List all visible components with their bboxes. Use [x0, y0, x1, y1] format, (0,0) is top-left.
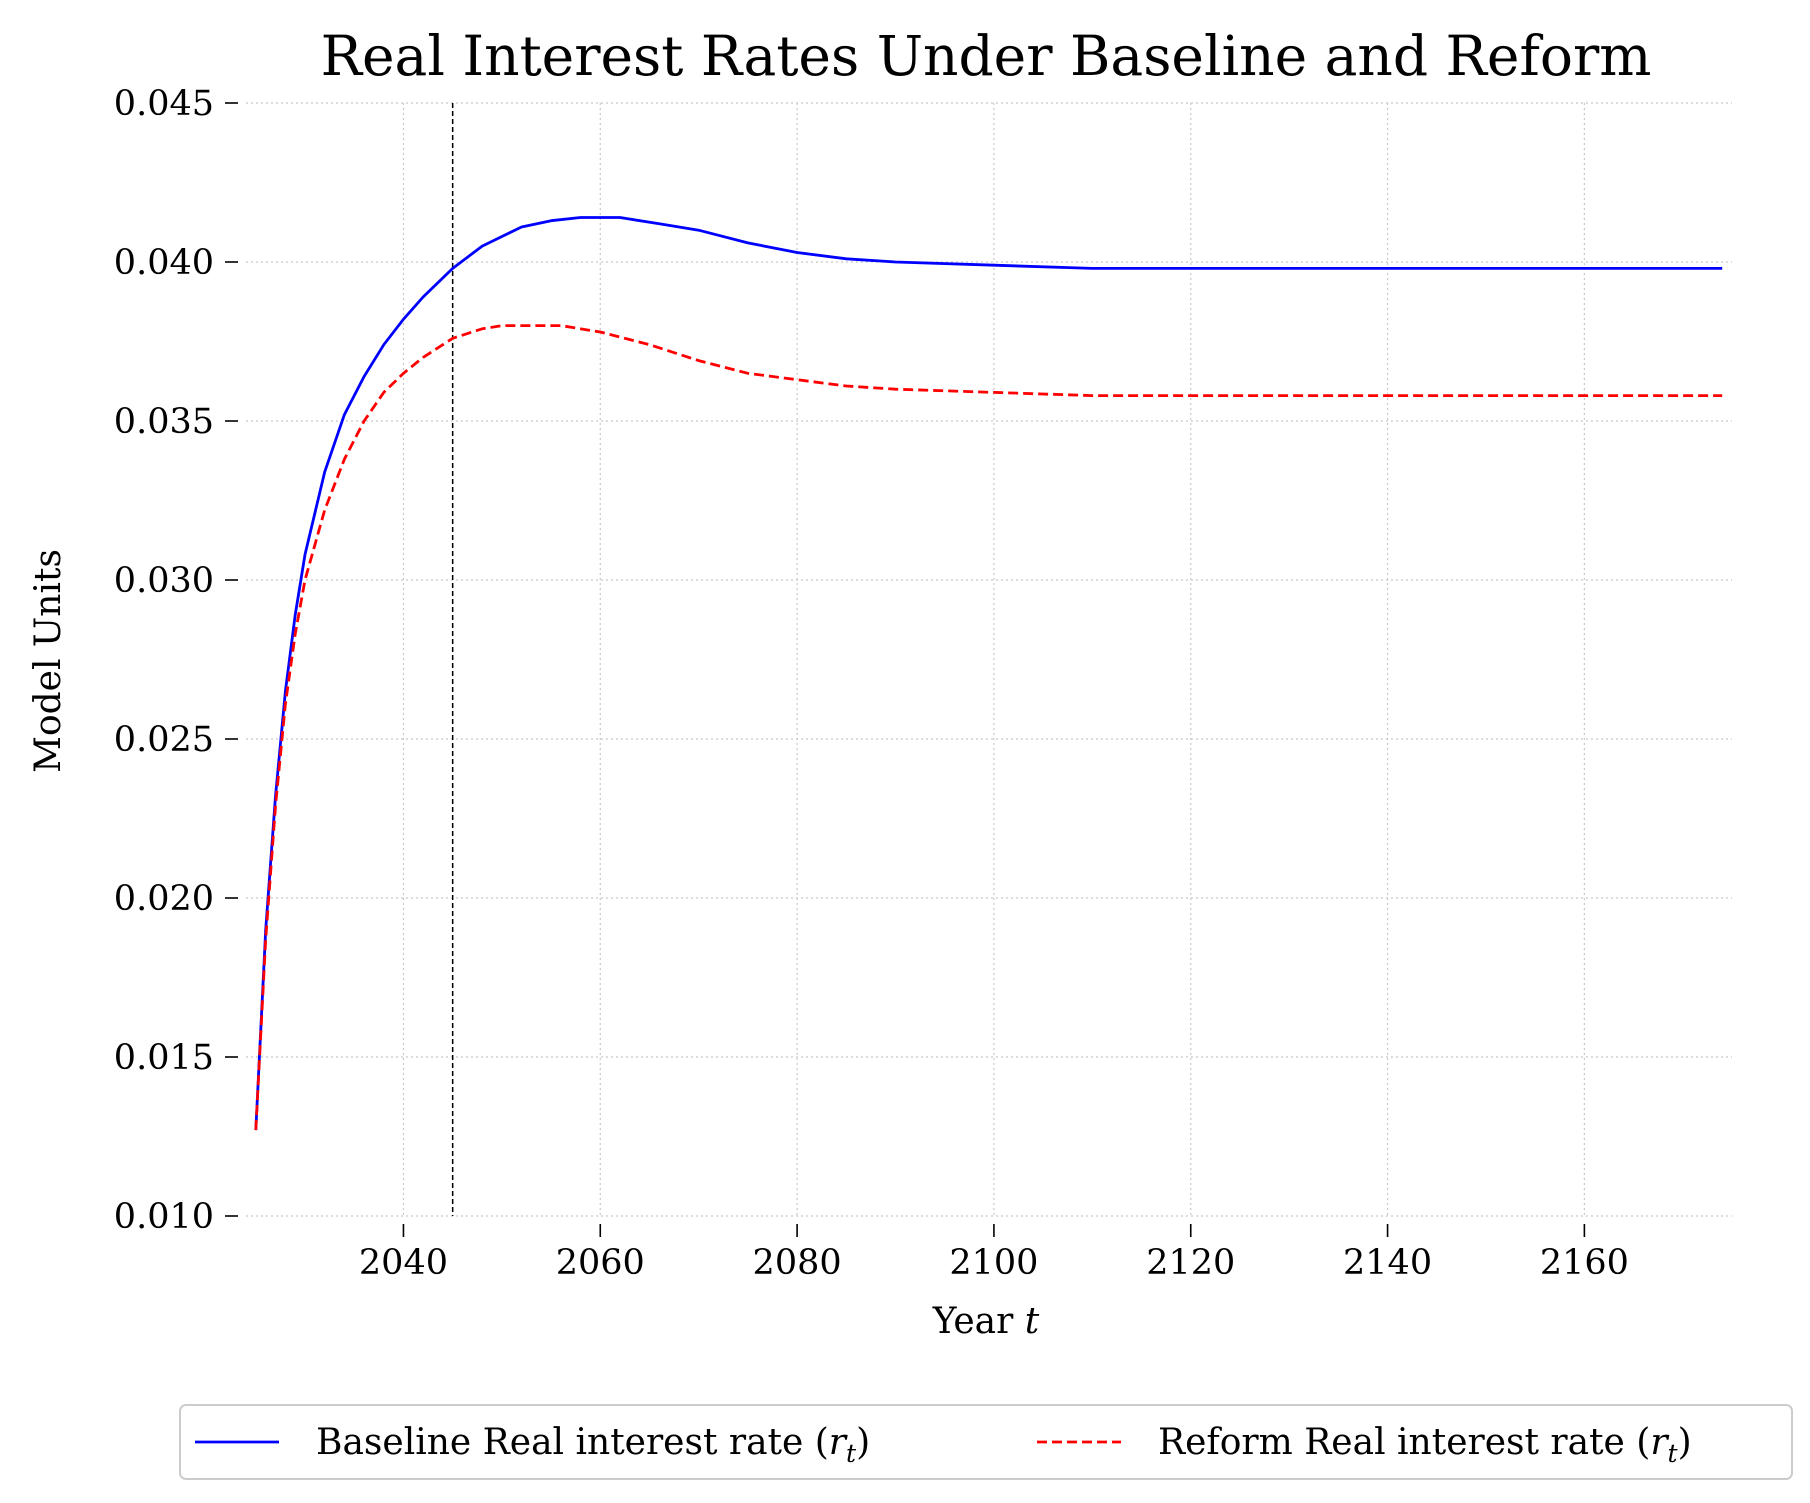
series-line-0	[254, 216, 1723, 1131]
x-axis: 2040 2060 2080 2100 2120 2140 2160	[359, 1224, 1629, 1283]
legend-label-0: Baseline Real interest rate (rt)	[316, 1422, 870, 1468]
legend-label-close-1: )	[1678, 1422, 1692, 1463]
legend-label-close-0: )	[856, 1422, 870, 1463]
y-tick-label-5: 0.035	[114, 402, 214, 442]
legend-label-text-1: Reform Real interest rate (	[1158, 1422, 1650, 1463]
y-tick-label-6: 0.040	[114, 243, 214, 283]
x-tick-label-0: 2040	[359, 1243, 448, 1283]
legend-label-sub-1: t	[1668, 1439, 1679, 1468]
legend-label-sub-0: t	[846, 1439, 857, 1468]
y-tick-label-3: 0.025	[114, 720, 214, 760]
legend-label-text-0: Baseline Real interest rate (	[316, 1422, 829, 1463]
y-tick-label-1: 0.015	[114, 1038, 214, 1078]
x-tick-label-4: 2120	[1146, 1243, 1235, 1283]
x-tick-label-6: 2160	[1540, 1243, 1629, 1283]
series-line-1	[254, 324, 1723, 1131]
legend-frame	[179, 1404, 1793, 1480]
y-tick-label-2: 0.020	[114, 879, 214, 919]
legend-label-var-1: r	[1650, 1422, 1669, 1463]
y-tick-label-7: 0.045	[114, 84, 214, 124]
series-layer	[254, 216, 1723, 1131]
y-tick-label-0: 0.010	[114, 1197, 214, 1237]
x-axis-label-text: Year	[932, 1301, 1014, 1342]
y-axis-label: Model Units	[28, 549, 69, 773]
x-tick-label-5: 2140	[1343, 1243, 1432, 1283]
x-tick-label-2: 2080	[753, 1243, 842, 1283]
x-axis-label-var: t	[1025, 1301, 1040, 1342]
chart-title: Real Interest Rates Under Baseline and R…	[321, 24, 1652, 88]
legend-label-var-0: r	[829, 1422, 848, 1463]
legend-label-1: Reform Real interest rate (rt)	[1158, 1422, 1692, 1468]
x-tick-label-3: 2100	[949, 1243, 1038, 1283]
x-tick-label-1: 2060	[556, 1243, 645, 1283]
legend: Baseline Real interest rate (rt) Reform R…	[179, 1404, 1793, 1480]
y-axis: 0.010 0.015 0.020 0.025 0.030 0.035 0.040 0.045	[114, 84, 238, 1237]
grid	[246, 102, 1732, 1217]
x-axis-label: Year t	[932, 1301, 1040, 1342]
y-tick-label-4: 0.030	[114, 561, 214, 601]
